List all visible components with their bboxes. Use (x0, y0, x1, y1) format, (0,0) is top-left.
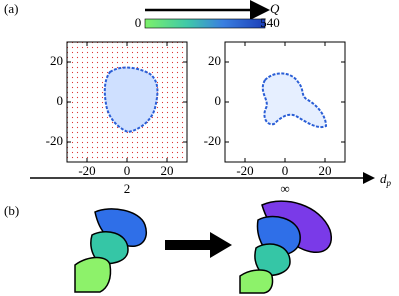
y-tick-label: 0 (57, 93, 64, 108)
axis-label: dp (380, 171, 392, 188)
blob (103, 66, 159, 134)
shapes-after (239, 200, 332, 294)
y-tick-label: 20 (208, 53, 221, 68)
x-tick-label: 20 (319, 163, 332, 178)
y-tick-label: 20 (50, 53, 63, 68)
y-tick-label: 0 (215, 93, 222, 108)
blob (261, 72, 328, 128)
x-tick-label: -20 (78, 163, 95, 178)
shapes-before (74, 208, 147, 293)
x-tick-label: -20 (236, 163, 253, 178)
condition-label: 2 (124, 181, 131, 196)
arrow-label: Q (270, 1, 280, 16)
panel-label: (b) (4, 203, 19, 218)
condition-label: ∞ (280, 181, 289, 196)
x-tick-label: 0 (282, 163, 289, 178)
colorbar-min: 0 (135, 15, 142, 30)
process-arrow-head (210, 232, 232, 258)
x-tick-label: 0 (124, 163, 131, 178)
y-tick-label: -20 (46, 133, 63, 148)
panel-label: (a) (4, 1, 18, 16)
colorbar-max: 540 (260, 15, 280, 30)
y-tick-label: -20 (204, 133, 221, 148)
colorbar (144, 18, 266, 29)
x-tick-label: 20 (161, 163, 174, 178)
